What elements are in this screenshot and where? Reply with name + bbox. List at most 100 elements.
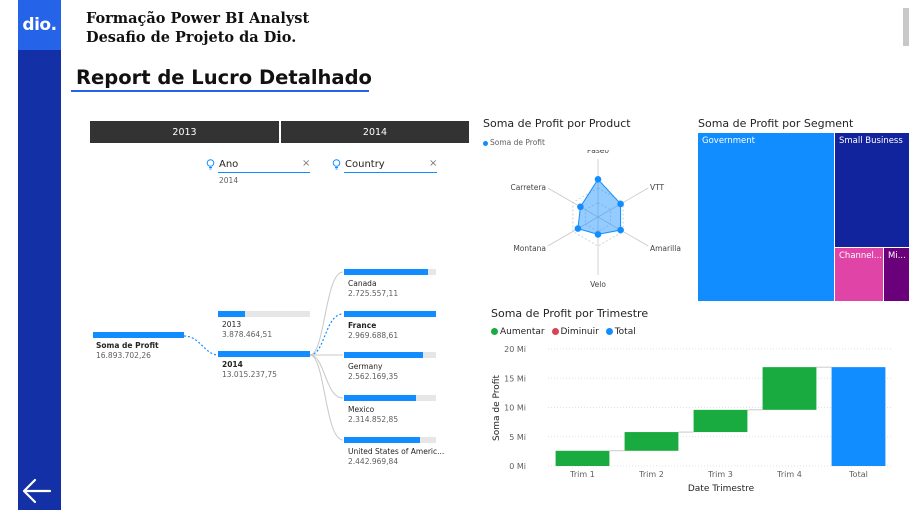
- radar-chart[interactable]: Paseo VTT Amarilla Velo Montana Carretera: [480, 150, 700, 290]
- waterfall-y-label: Soma de Profit: [492, 375, 502, 441]
- treemap-cell-small-business[interactable]: Small Business: [835, 133, 909, 247]
- filter-country-label[interactable]: Country: [345, 159, 385, 170]
- filter-ano-value: 2014: [219, 176, 239, 185]
- treemap-cell-government[interactable]: Government: [698, 133, 834, 301]
- decomp-country-label: Mexico: [348, 405, 375, 414]
- decomp-year-bar-fill: [218, 351, 310, 357]
- decomp-year-bar[interactable]: [218, 351, 310, 357]
- back-arrow-icon[interactable]: [20, 476, 54, 506]
- filter-country-underline: [344, 172, 437, 173]
- waterfall-bar[interactable]: [831, 367, 886, 466]
- legend-dot-icon: [483, 140, 488, 146]
- waterfall-title: Soma de Profit por Trimestre: [491, 307, 649, 320]
- waterfall-legend: Aumentar Diminuir Total: [491, 327, 636, 337]
- waterfall-bar[interactable]: [693, 409, 748, 433]
- decomp-country-label: United States of Americ...: [348, 447, 445, 456]
- decomp-country-bar[interactable]: [344, 352, 436, 358]
- decomp-country-value: 2.314.852,85: [348, 415, 399, 424]
- decomp-year-label: 2014: [222, 360, 243, 369]
- treemap-cell-midmarket[interactable]: Mi...: [884, 248, 909, 301]
- radar-axis-line: [547, 187, 599, 218]
- waterfall-x-tick: Trim 3: [707, 470, 733, 479]
- radar-point[interactable]: [574, 225, 582, 232]
- radar-title: Soma de Profit por Product: [483, 117, 631, 130]
- decomp-year-value: 13.015.237,75: [222, 370, 277, 379]
- lightbulb-icon: [332, 159, 341, 170]
- radar-axis-label: Velo: [590, 280, 606, 289]
- waterfall-x-tick: Trim 4: [776, 470, 802, 479]
- decomp-country-bar-fill: [344, 437, 420, 443]
- radar-legend: Soma de Profit: [483, 138, 545, 147]
- decomp-year-label: 2013: [222, 320, 242, 329]
- decomp-year-value: 3.878.464,51: [222, 330, 273, 339]
- decomp-country-bar[interactable]: [344, 269, 436, 275]
- decomp-country-bar[interactable]: [344, 437, 436, 443]
- radar-axis-label: Paseo: [587, 150, 609, 155]
- filter-country-clear-icon[interactable]: ×: [429, 158, 438, 169]
- filter-ano-label[interactable]: Ano: [219, 159, 239, 170]
- decomp-country-bar[interactable]: [344, 395, 436, 401]
- radar-axis-label: VTT: [650, 183, 665, 192]
- decomp-country-label: France: [348, 321, 377, 330]
- waterfall-y-tick: 5 Mi: [509, 433, 526, 442]
- decomp-country-value: 2.969.688,61: [348, 331, 399, 340]
- radar-axis-label: Carretera: [510, 183, 546, 192]
- waterfall-y-tick: 0 Mi: [509, 462, 526, 471]
- waterfall-x-tick: Trim 2: [638, 470, 664, 479]
- year-button-2014[interactable]: 2014: [281, 121, 469, 143]
- radar-point[interactable]: [594, 176, 602, 183]
- treemap-title: Soma de Profit por Segment: [698, 117, 854, 130]
- legend-total-label: Total: [614, 327, 636, 337]
- waterfall-x-tick: Trim 1: [569, 470, 595, 479]
- sidebar: [18, 0, 61, 510]
- radar-series-area: [577, 178, 622, 235]
- scrollbar[interactable]: [903, 8, 909, 46]
- legend-diminuir-dot-icon: [551, 328, 559, 335]
- waterfall-bar[interactable]: [762, 367, 817, 410]
- filter-ano-underline: [218, 172, 310, 173]
- waterfall-bar[interactable]: [555, 450, 610, 466]
- waterfall-x-tick: Total: [848, 470, 868, 479]
- decomp-country-bar-fill: [344, 395, 416, 401]
- decomp-root-value: 16.893.702,26: [96, 351, 151, 360]
- decomp-root-label: Soma de Profit: [96, 341, 159, 350]
- filter-ano-clear-icon[interactable]: ×: [302, 158, 311, 169]
- decomp-year-bar-fill: [218, 311, 246, 317]
- waterfall-y-tick: 10 Mi: [504, 404, 526, 413]
- report-title: Report de Lucro Detalhado: [76, 66, 372, 89]
- waterfall-bar[interactable]: [624, 432, 679, 451]
- legend-aumentar-dot-icon: [491, 328, 498, 335]
- decomp-country-value: 2.442.969,84: [348, 457, 399, 466]
- radar-axis-line: [547, 216, 599, 247]
- legend-aumentar-label: Aumentar: [500, 327, 545, 337]
- header-line-1: Formação Power BI Analyst: [86, 10, 310, 27]
- radar-axis-label: Montana: [513, 244, 546, 253]
- title-underline: [71, 90, 369, 92]
- decomp-country-value: 2.562.169,35: [348, 372, 399, 381]
- lightbulb-icon: [206, 159, 215, 170]
- radar-point[interactable]: [594, 231, 602, 238]
- header-line-2: Desafio de Projeto da Dio.: [86, 29, 297, 46]
- radar-point[interactable]: [577, 203, 584, 211]
- radar-axis-label: Amarilla: [650, 244, 681, 253]
- year-button-2013[interactable]: 2013: [90, 121, 279, 143]
- waterfall-x-label: Date Trimestre: [688, 484, 755, 494]
- legend-total-dot-icon: [605, 328, 613, 335]
- waterfall-y-tick: 20 Mi: [504, 345, 526, 354]
- decomp-country-value: 2.725.557,11: [348, 289, 399, 298]
- legend-diminuir-label: Diminuir: [560, 327, 599, 337]
- radar-point[interactable]: [617, 226, 624, 234]
- decomp-country-bar[interactable]: [344, 311, 436, 317]
- decomp-country-label: Germany: [348, 362, 383, 371]
- treemap-cell-channel-partners[interactable]: Channel...: [835, 248, 883, 301]
- decomp-country-bar-fill: [344, 269, 429, 275]
- decomp-root-bar[interactable]: [93, 332, 184, 338]
- radar-legend-label: Soma de Profit: [490, 138, 545, 147]
- radar-point[interactable]: [617, 200, 624, 208]
- waterfall-chart[interactable]: 0 Mi 5 Mi 10 Mi 15 Mi 20 Mi Trim 1 Trim 2 Trim …: [488, 340, 898, 500]
- decomp-country-label: Canada: [348, 279, 377, 288]
- decomp-year-bar[interactable]: [218, 311, 310, 317]
- dio-logo: dio.: [18, 0, 61, 50]
- decomp-country-bar-fill: [344, 311, 436, 317]
